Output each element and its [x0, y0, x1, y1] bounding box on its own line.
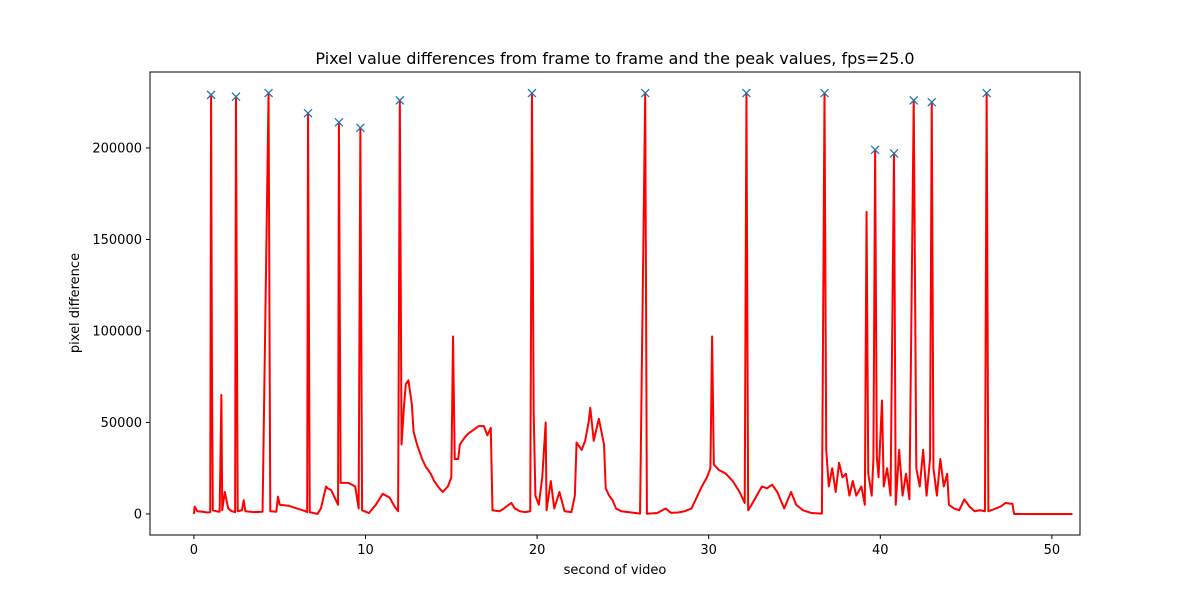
peak-marker — [741, 88, 751, 98]
y-tick-label: 150000 — [92, 233, 142, 248]
peak-marker — [334, 117, 344, 127]
peak-marker — [820, 88, 829, 98]
peak-marker — [206, 90, 216, 100]
peak-marker — [889, 148, 899, 158]
series-layer — [192, 92, 1073, 515]
peak-marker — [982, 88, 992, 98]
peak-marker — [355, 123, 365, 133]
y-axis-label: pixel difference — [68, 253, 83, 353]
x-axis-ticks: 0 10 20 30 40 50 — [190, 535, 1060, 558]
x-tick-label: 50 — [1044, 543, 1061, 558]
peak-markers — [206, 88, 992, 158]
x-tick-label: 30 — [700, 543, 717, 558]
plot-frame — [149, 71, 1081, 536]
peak-marker — [927, 97, 937, 107]
y-tick-label: 50000 — [101, 416, 142, 431]
series-line — [192, 92, 1073, 515]
y-tick-label: 0 — [134, 507, 142, 522]
x-tick-label: 20 — [529, 543, 546, 558]
y-axis-ticks: 0 50000 100000 150000 200000 — [92, 141, 150, 522]
x-tick-label: 0 — [190, 543, 198, 558]
y-tick-label: 200000 — [92, 141, 142, 156]
plot-area — [150, 72, 1080, 535]
peak-marker — [909, 95, 919, 105]
peak-marker — [640, 88, 650, 98]
peak-marker — [231, 92, 241, 102]
peak-marker — [395, 95, 405, 105]
chart-title: Pixel value differences from frame to fr… — [315, 49, 914, 68]
y-tick-label: 100000 — [92, 324, 142, 339]
peak-marker — [527, 88, 537, 98]
x-tick-label: 40 — [872, 543, 889, 558]
peak-marker — [870, 145, 880, 155]
x-axis-label: second of video — [564, 563, 667, 578]
peak-marker — [264, 88, 274, 98]
peak-marker — [303, 108, 313, 118]
x-tick-label: 10 — [357, 543, 374, 558]
